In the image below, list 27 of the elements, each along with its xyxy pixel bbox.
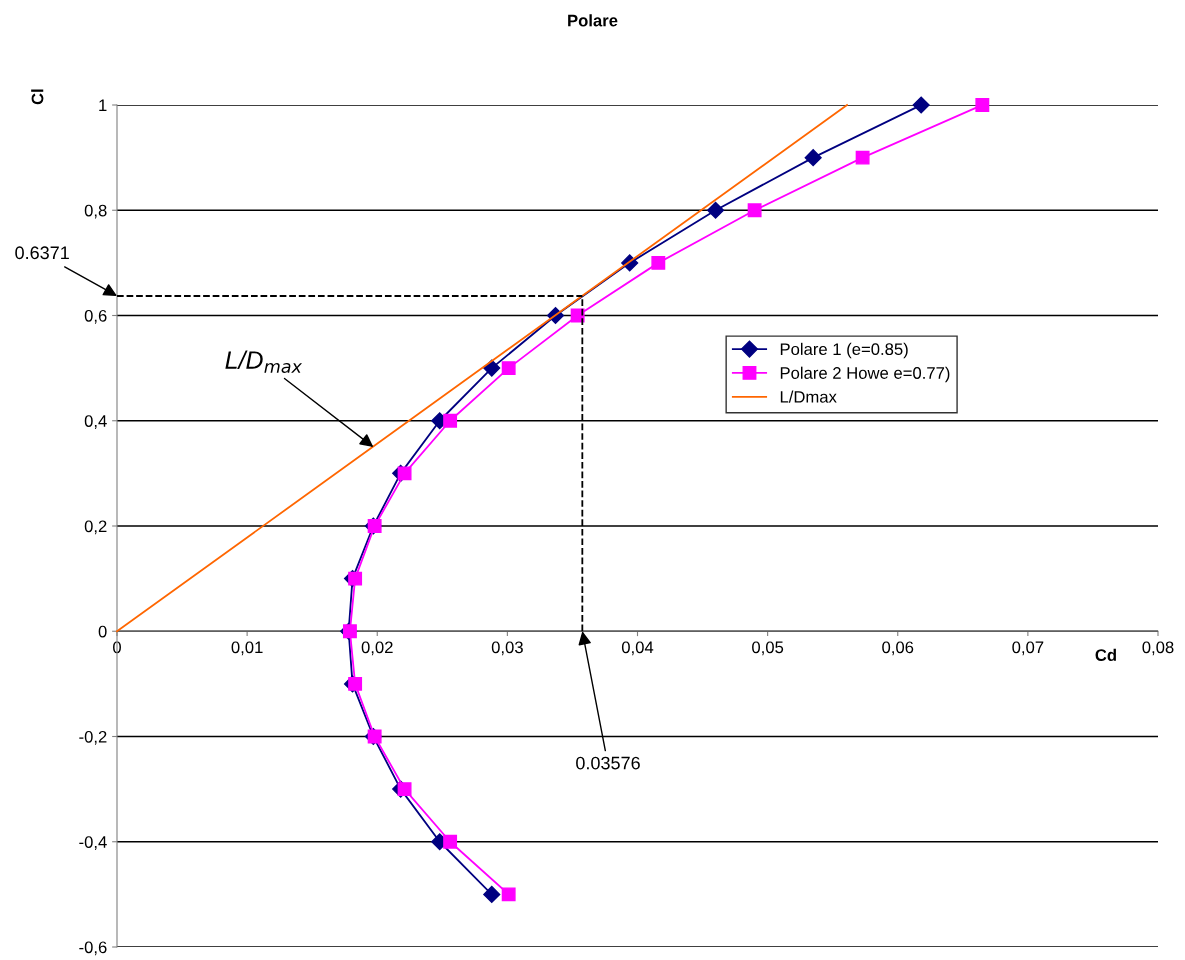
x-tick-label: 0,07	[1012, 641, 1044, 656]
chart-title: Polare	[568, 14, 618, 27]
annotation: 0.6371	[15, 246, 69, 260]
x-tick-label: 0,03	[491, 641, 523, 656]
y-tick-label: 1	[99, 99, 107, 112]
legend-label: Polare 1 (e=0.85)	[780, 342, 908, 359]
y-tick-label: 0,2	[84, 520, 107, 535]
x-tick-label: 0,06	[882, 641, 914, 656]
x-tick-label: 0,01	[231, 641, 263, 656]
x-axis-title: Cd	[1095, 648, 1116, 661]
legend-label: L/Dmax	[780, 390, 837, 403]
x-tick-label: 0,04	[621, 641, 654, 656]
y-tick-label: 0,4	[84, 415, 107, 429]
y-tick-label: 0,8	[84, 204, 107, 219]
annotation: 0.03576	[576, 756, 640, 770]
annotation: L/D$_{max}$	[225, 350, 303, 374]
y-tick-label: 0,6	[84, 309, 107, 324]
x-tick-label: 0,02	[361, 641, 393, 656]
x-tick-label: 0,08	[1142, 641, 1174, 656]
y-axis-title: Cl	[31, 89, 44, 105]
x-tick-label: 0,05	[752, 641, 784, 656]
legend-label: Polare 2 Howe e=0.77)	[780, 366, 950, 383]
y-tick-label: -0,4	[79, 836, 107, 850]
x-tick-label: 0	[113, 641, 121, 654]
y-tick-label: -0,2	[79, 730, 107, 745]
y-tick-label: -0,6	[79, 941, 107, 956]
y-tick-label: 0	[98, 625, 107, 638]
